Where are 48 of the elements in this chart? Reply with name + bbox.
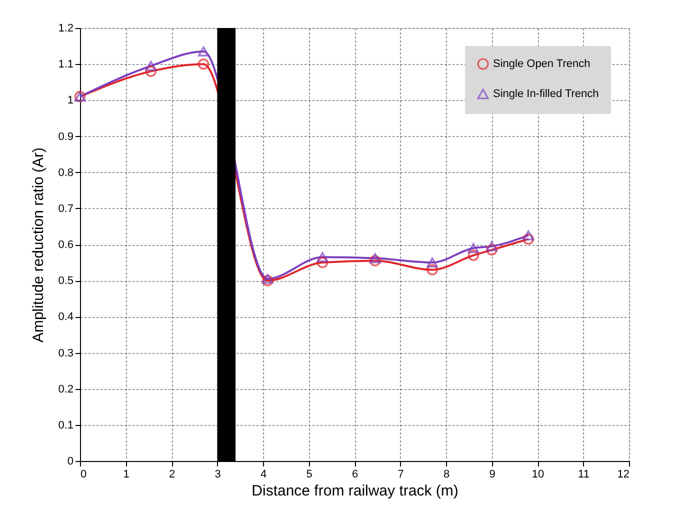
y-tick-label: 0.4 [58, 311, 74, 324]
point [486, 241, 498, 252]
x-tick-label: 11 [578, 468, 590, 480]
point [468, 243, 480, 254]
legend-label: Single Open Trench [493, 58, 590, 70]
point [316, 252, 328, 262]
x-tick-label: 10 [532, 468, 544, 480]
y-tick-label: 0.2 [58, 383, 74, 396]
point [198, 46, 210, 56]
point [486, 244, 498, 256]
legend-label: Single In-filled Trench [493, 88, 599, 100]
x-tick-label: 0 [80, 468, 87, 480]
y-tick-label: 0.6 [58, 239, 74, 251]
point [468, 250, 480, 261]
point [145, 66, 157, 77]
point [198, 58, 210, 70]
point [426, 264, 438, 276]
x-tick-label: 6 [352, 468, 358, 480]
point [262, 274, 274, 286]
x-tick-label: 4 [260, 468, 267, 480]
point [522, 233, 534, 245]
y-tick-label: 0.3 [58, 347, 74, 360]
y-tick-label: 1.2 [58, 22, 74, 34]
y-tick-label: 0 [67, 456, 74, 468]
point [369, 255, 381, 266]
x-tick-label: 9 [489, 468, 496, 480]
x-tick-label: 1 [123, 468, 130, 480]
y-axis-title: Amplitude reduction ratio (Ar) [30, 147, 48, 343]
point [522, 230, 534, 240]
y-tick-label: 0.5 [58, 275, 74, 288]
y-tick-label: 1.1 [58, 58, 74, 71]
point [316, 256, 328, 268]
y-tick-label: 0.1 [58, 419, 74, 432]
x-axis-title: Distance from railway track (m) [252, 482, 458, 500]
x-tick-label: 12 [617, 468, 630, 480]
y-tick-label: 1 [67, 94, 74, 107]
y-tick-label: 0.7 [58, 202, 74, 215]
x-tick-label: 5 [306, 468, 312, 480]
point [369, 253, 381, 264]
x-tick-label: 2 [168, 468, 176, 480]
point [262, 274, 274, 284]
point [426, 258, 438, 268]
x-tick-label: 8 [443, 468, 450, 480]
x-tick-label: 3 [214, 468, 221, 480]
y-tick-label: 0.9 [58, 130, 74, 143]
y-tick-label: 0.8 [58, 166, 74, 179]
point [145, 60, 157, 71]
x-tick-label: 7 [398, 468, 404, 480]
